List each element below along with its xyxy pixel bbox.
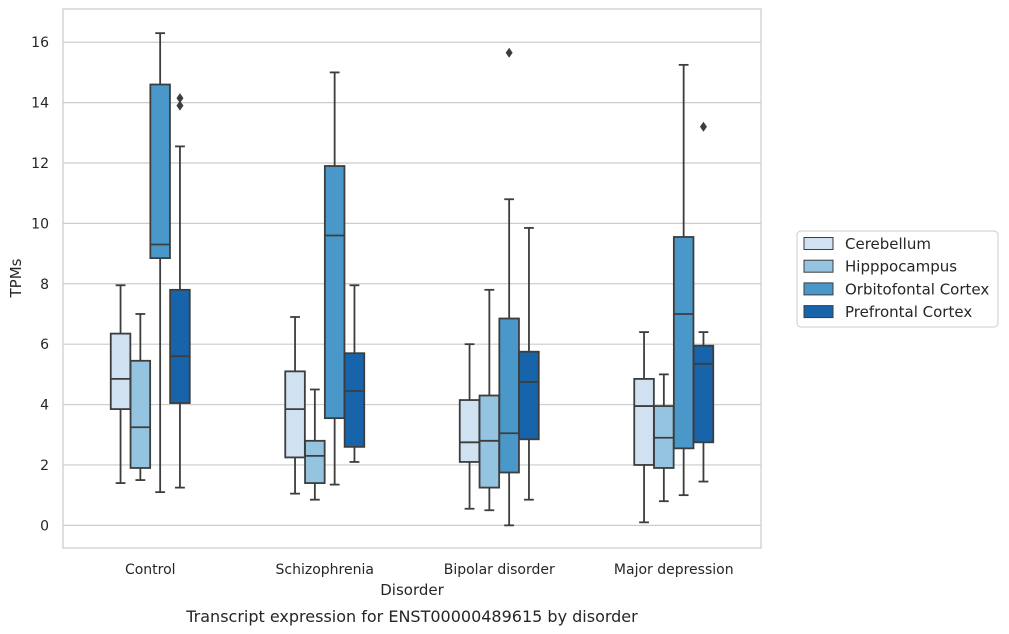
outlier-point [176, 100, 184, 111]
box-iqr [149, 83, 171, 260]
series-orbitofontal-cortex [149, 32, 695, 527]
legend-label: Orbitofontal Cortex [845, 280, 989, 298]
legend-swatch [803, 305, 834, 319]
chart-caption: Transcript expression for ENST0000048961… [185, 607, 638, 626]
y-tick-label: 4 [40, 398, 49, 414]
plot-frame [62, 8, 762, 549]
box-plot [343, 284, 366, 463]
box-plot [672, 63, 695, 497]
box-plot [109, 284, 132, 484]
series-prefrontal-cortex [169, 93, 715, 501]
y-tick-label: 0 [40, 518, 49, 534]
series-hipppocampus [129, 288, 675, 512]
box-iqr [109, 332, 132, 410]
legend-item: Hipppocampus [803, 258, 957, 276]
x-tick-label: Schizophrenia [276, 562, 374, 578]
box-plot [518, 227, 540, 501]
legend-swatch [803, 282, 834, 296]
box-plot [633, 331, 655, 524]
legend-item: Orbitofontal Cortex [803, 280, 989, 298]
x-tick-label: Major depression [614, 562, 734, 578]
y-tick-label: 16 [31, 35, 49, 51]
legend-swatch [803, 237, 834, 250]
x-tick-label: Bipolar disorder [444, 562, 555, 578]
x-axis-ticks: Control Schizophrenia Bipolar disorder Majo… [125, 562, 734, 578]
box-iqr [672, 236, 695, 450]
series-cerebellum [109, 284, 655, 524]
legend-frame [796, 230, 999, 328]
box-plot [284, 316, 306, 495]
box-iqr [284, 370, 306, 459]
y-tick-label: 14 [31, 96, 49, 112]
y-tick-label: 2 [40, 458, 49, 474]
legend-item: Cerebellum [803, 235, 931, 253]
box-plot-series [109, 32, 715, 527]
y-tick-label: 8 [40, 277, 49, 293]
box-iqr [169, 288, 191, 404]
box-plot [323, 71, 346, 486]
legend-item: Prefrontal Cortex [803, 303, 972, 321]
legend: Cerebellum Hipppocampus Orbitofontal Corte… [796, 230, 999, 328]
box-iqr [518, 350, 540, 441]
box-iqr [633, 378, 655, 466]
legend-label: Hipppocampus [845, 258, 957, 276]
y-axis-ticks: 0 2 4 6 8 10 12 14 16 [31, 35, 49, 534]
box-plot [169, 93, 191, 489]
box-iqr [343, 352, 366, 448]
legend-swatch [803, 259, 834, 273]
y-tick-label: 10 [31, 216, 49, 232]
y-tick-label: 12 [31, 156, 49, 172]
box-iqr [323, 165, 346, 420]
box-plot [478, 288, 501, 512]
box-plot [458, 343, 481, 510]
y-axis-label: TPMs [7, 258, 25, 298]
box-iqr [304, 439, 326, 484]
box-iqr [692, 344, 715, 444]
box-plot [692, 121, 715, 483]
outlier-point [176, 93, 184, 104]
outlier-point [699, 121, 707, 132]
legend-label: Prefrontal Cortex [845, 303, 972, 321]
legend-label: Cerebellum [845, 235, 931, 253]
x-tick-label: Control [125, 562, 176, 578]
box-plot [129, 313, 152, 481]
box-iqr [129, 359, 152, 469]
x-axis-label: Disorder [380, 581, 444, 599]
outlier-point [505, 47, 513, 58]
box-plot [653, 373, 675, 503]
box-plot [304, 388, 326, 501]
box-iqr [458, 399, 481, 463]
y-tick-label: 6 [40, 337, 49, 353]
box-iqr [498, 317, 520, 474]
box-plot [498, 47, 520, 527]
box-plot [149, 32, 171, 494]
